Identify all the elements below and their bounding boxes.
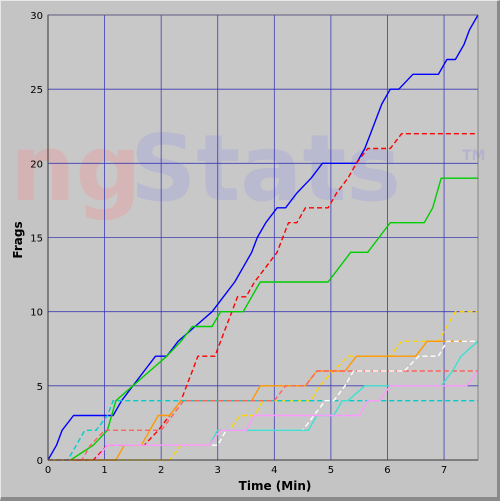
y-tick-label: 20 [30, 159, 43, 170]
series-line-8 [212, 340, 478, 446]
axes [47, 14, 479, 461]
series-line-3 [70, 177, 478, 461]
x-tick-label: 0 [45, 465, 51, 476]
y-tick-label: 0 [37, 456, 43, 467]
x-tick-label: 6 [384, 465, 390, 476]
watermark-tm: TM [462, 148, 485, 164]
x-tick-label: 7 [441, 465, 447, 476]
y-tick-label: 25 [30, 85, 43, 96]
series-line-6 [48, 400, 478, 461]
watermark-text-left: ng [10, 115, 141, 222]
y-tick-label: 30 [30, 11, 43, 22]
series-line-7 [48, 370, 478, 461]
y-axis-title: Frags [11, 221, 25, 258]
tick-labels: 0 1 2 3 4 5 6 7 0 5 10 15 20 25 30 [30, 11, 447, 476]
x-tick-label: 1 [101, 465, 107, 476]
watermark-text-right: Stats [130, 115, 401, 222]
x-axis-title: Time (Min) [239, 479, 312, 493]
x-tick-label: 2 [158, 465, 164, 476]
x-tick-label: 3 [215, 465, 221, 476]
y-tick-label: 5 [37, 382, 43, 393]
y-tick-label: 10 [30, 308, 43, 319]
series-line-10 [95, 370, 479, 461]
y-tick-label: 15 [30, 234, 43, 245]
x-tick-label: 5 [328, 465, 334, 476]
x-tick-label: 4 [271, 465, 277, 476]
watermark: ng Stats TM [10, 115, 485, 222]
plot-border [47, 14, 479, 461]
series-lines [47, 14, 479, 461]
